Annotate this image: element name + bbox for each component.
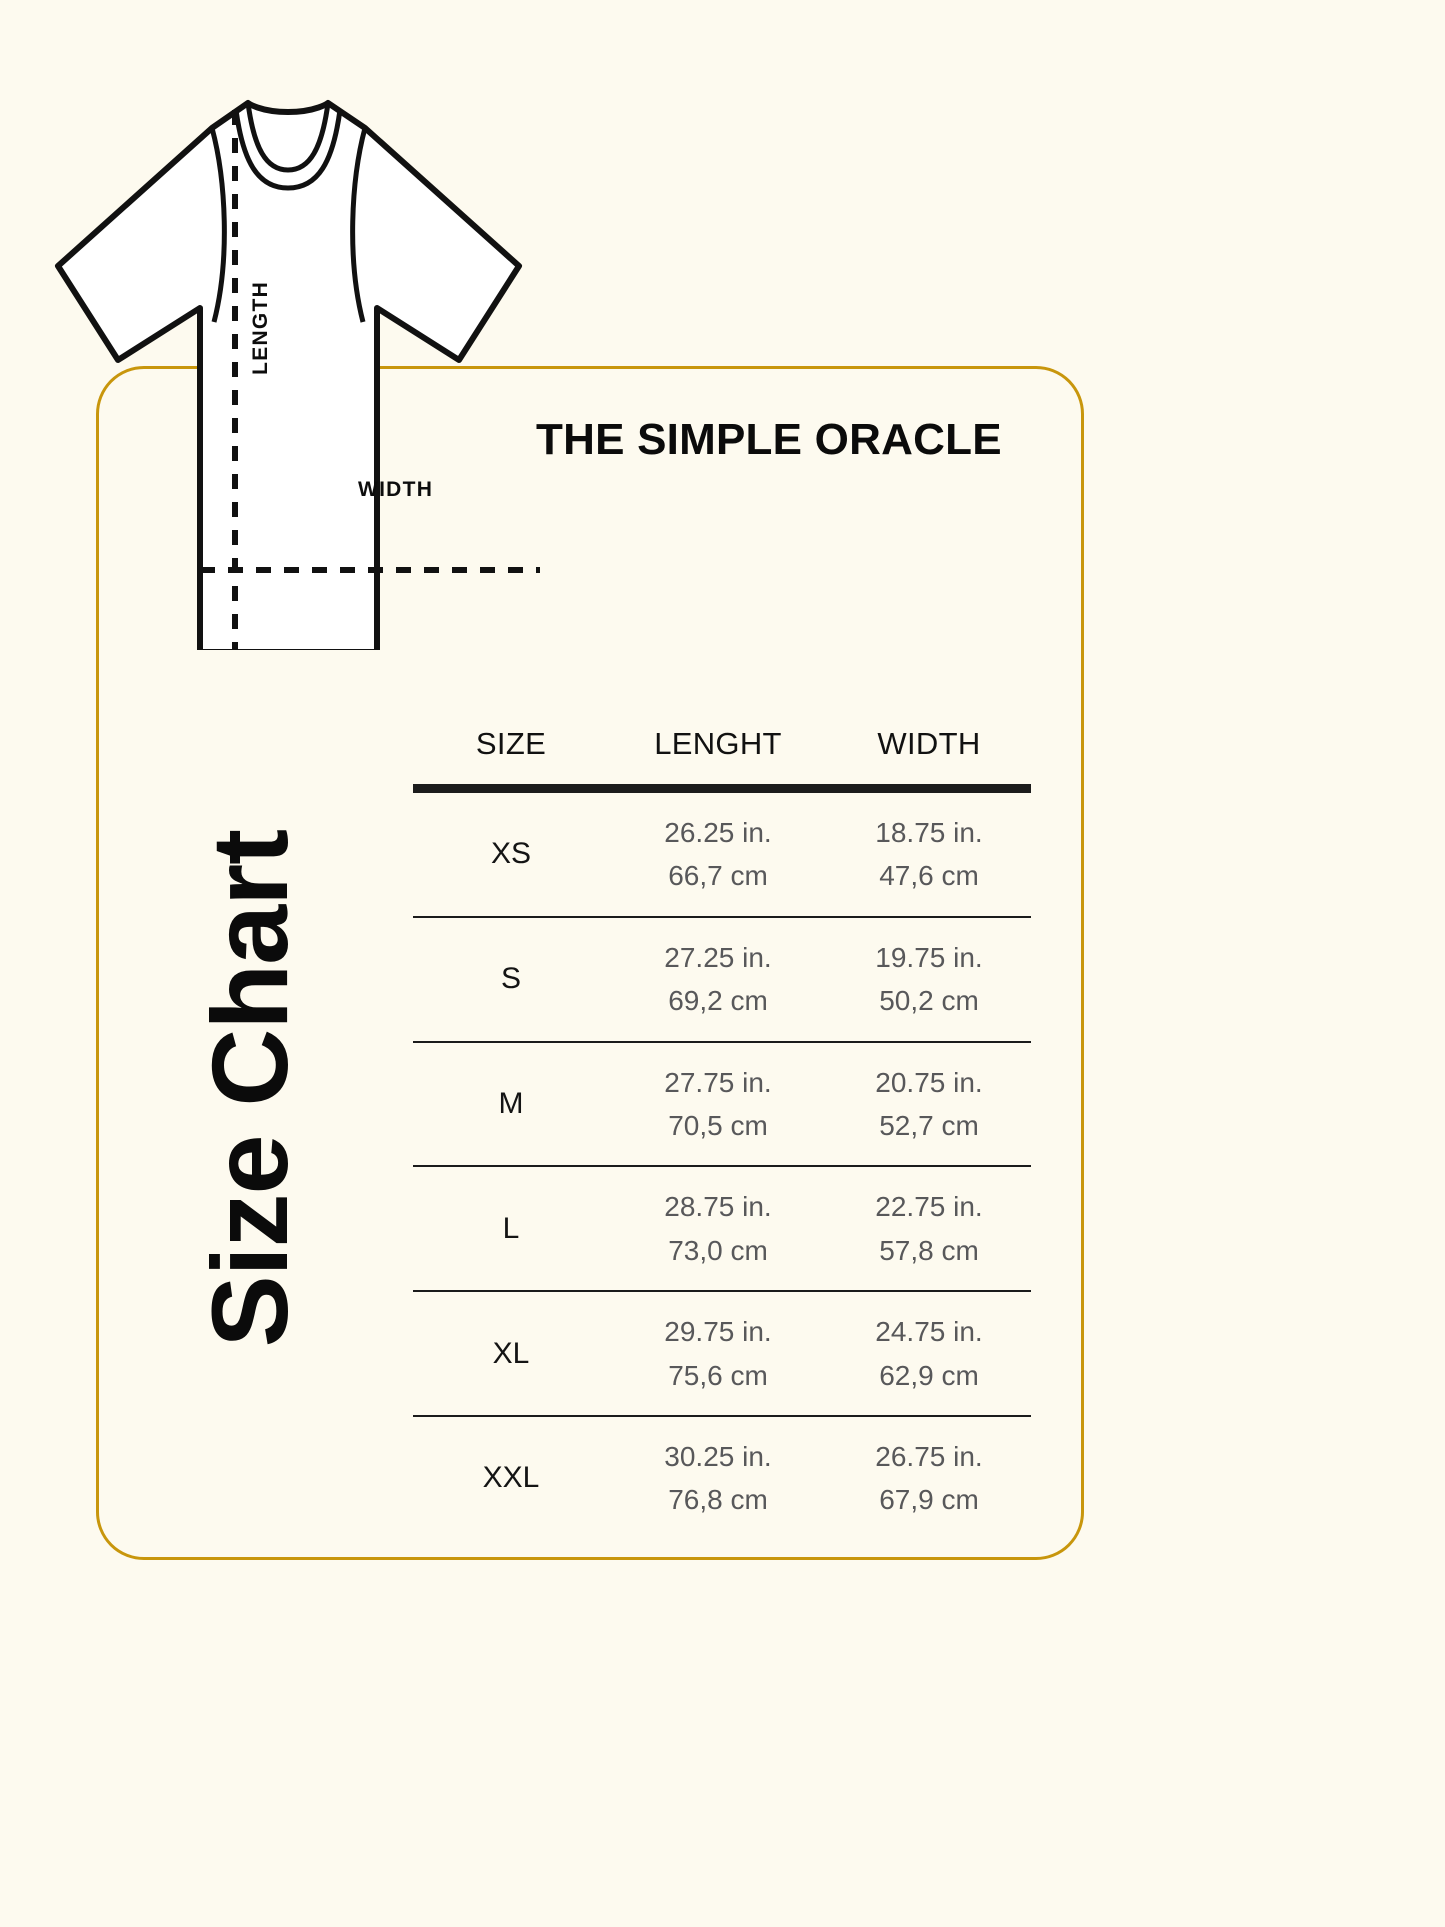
cell-size: XL	[413, 1291, 609, 1417]
width-label: WIDTH	[358, 478, 434, 501]
table-row: XXL 30.25 in. 76,8 cm 26.75 in. 67,9 cm	[413, 1416, 1031, 1540]
cell-length-cm: 76,8 cm	[668, 1484, 768, 1516]
cell-width: 20.75 in. 52,7 cm	[827, 1041, 1031, 1168]
tshirt-collar-inner	[233, 109, 343, 191]
column-header-length: LENGHT	[654, 726, 782, 761]
cell-length-cm: 69,2 cm	[668, 985, 768, 1017]
cell-width-cm: 62,9 cm	[879, 1359, 979, 1391]
brand-title: THE SIMPLE ORACLE	[536, 415, 1002, 464]
cell-length: 29.75 in. 75,6 cm	[609, 1291, 827, 1417]
cell-length-inches: 28.75 in.	[664, 1191, 772, 1223]
cell-length-inches: 26.25 in.	[664, 817, 772, 848]
cell-size: M	[413, 1041, 609, 1168]
cell-width: 19.75 in. 50,2 cm	[827, 916, 1031, 1043]
cell-length-inches: 27.75 in.	[664, 1066, 772, 1098]
cell-length: 30.25 in. 76,8 cm	[609, 1416, 827, 1540]
table-row: XL 29.75 in. 75,6 cm 24.75 in. 62,9 cm	[413, 1291, 1031, 1417]
column-header-width: WIDTH	[877, 726, 981, 761]
table-row: L 28.75 in. 73,0 cm 22.75 in. 57,8 cm	[413, 1166, 1031, 1293]
cell-width-inches: 22.75 in.	[875, 1191, 983, 1223]
cell-length: 28.75 in. 73,0 cm	[609, 1166, 827, 1293]
cell-size: L	[413, 1166, 609, 1293]
length-label: LENGTH	[249, 281, 272, 375]
cell-width-cm: 50,2 cm	[879, 985, 979, 1017]
table-header-row: SIZE LENGHT WIDTH	[413, 726, 1031, 789]
cell-size: S	[413, 916, 609, 1043]
cell-width-cm: 52,7 cm	[879, 1109, 979, 1141]
cell-length: 26.25 in. 66,7 cm	[609, 788, 827, 918]
cell-length-cm: 70,5 cm	[668, 1109, 768, 1141]
size-chart-vertical-title: Size Chart	[189, 830, 310, 1348]
cell-length: 27.25 in. 69,2 cm	[609, 916, 827, 1043]
cell-length-inches: 29.75 in.	[664, 1316, 772, 1348]
cell-width-inches: 19.75 in.	[875, 941, 983, 973]
cell-width-cm: 47,6 cm	[879, 860, 979, 892]
cell-length-inches: 30.25 in.	[664, 1440, 772, 1472]
cell-width-cm: 67,9 cm	[879, 1484, 979, 1516]
cell-width-cm: 57,8 cm	[879, 1234, 979, 1266]
cell-length-cm: 75,6 cm	[668, 1359, 768, 1391]
tshirt-left-shoulder-seam	[209, 127, 227, 323]
cell-width-inches: 24.75 in.	[875, 1316, 983, 1348]
cell-width: 22.75 in. 57,8 cm	[827, 1166, 1031, 1293]
table-row: S 27.25 in. 69,2 cm 19.75 in. 50,2 cm	[413, 916, 1031, 1043]
tshirt-body-path	[55, 100, 522, 650]
cell-width-inches: 26.75 in.	[875, 1440, 983, 1472]
cell-width: 26.75 in. 67,9 cm	[827, 1416, 1031, 1540]
tshirt-illustration	[40, 70, 660, 650]
cell-length-cm: 73,0 cm	[668, 1234, 768, 1266]
cell-width-inches: 20.75 in.	[875, 1066, 983, 1098]
tshirt-right-shoulder-seam	[350, 127, 368, 323]
cell-length: 27.75 in. 70,5 cm	[609, 1041, 827, 1168]
table-body: XS 26.25 in. 66,7 cm 18.75 in. 47,6 cm S 27.25…	[413, 788, 1031, 1540]
size-chart-card	[96, 366, 1084, 1560]
table-row: XS 26.25 in. 66,7 cm 18.75 in. 47,6 cm	[413, 788, 1031, 918]
cell-width: 24.75 in. 62,9 cm	[827, 1291, 1031, 1417]
cell-length-inches: 27.25 in.	[664, 941, 772, 973]
size-table: SIZE LENGHT WIDTH XS 26.25 in. 66,7 cm 18.7…	[413, 726, 1031, 1540]
tshirt-collar-outer	[245, 102, 331, 173]
cell-width-inches: 18.75 in.	[875, 817, 983, 848]
column-header-size: SIZE	[475, 726, 547, 761]
cell-width: 18.75 in. 47,6 cm	[827, 788, 1031, 918]
table-row: M 27.75 in. 70,5 cm 20.75 in. 52,7 cm	[413, 1041, 1031, 1168]
cell-size: XXL	[482, 1461, 540, 1495]
cell-length-cm: 66,7 cm	[668, 860, 768, 892]
cell-size: XS	[413, 788, 609, 918]
